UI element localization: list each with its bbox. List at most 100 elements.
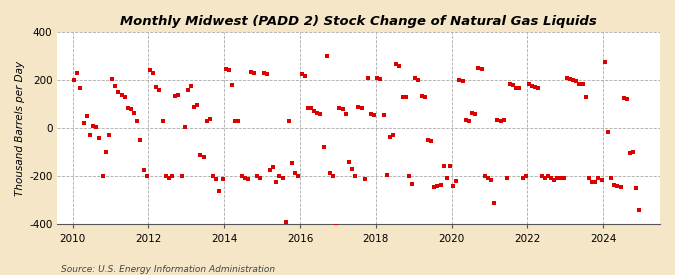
Point — [69, 78, 80, 82]
Point — [552, 175, 563, 180]
Point — [223, 68, 234, 73]
Point — [132, 119, 142, 123]
Point — [233, 119, 244, 123]
Point — [517, 175, 528, 180]
Point — [423, 138, 433, 142]
Point — [287, 161, 298, 165]
Point — [230, 119, 240, 123]
Point — [603, 130, 614, 134]
Point — [110, 84, 121, 88]
Point — [103, 133, 114, 138]
Point — [526, 84, 537, 88]
Point — [198, 155, 209, 159]
Point — [72, 71, 83, 75]
Point — [596, 178, 607, 182]
Point — [508, 83, 518, 87]
Point — [82, 114, 92, 118]
Point — [192, 103, 202, 108]
Point — [413, 78, 424, 82]
Point — [406, 181, 417, 186]
Point — [438, 163, 449, 168]
Point — [331, 224, 342, 228]
Point — [135, 138, 146, 142]
Point — [271, 180, 281, 185]
Point — [205, 116, 215, 121]
Point — [122, 106, 133, 110]
Point — [454, 78, 465, 82]
Point — [387, 133, 398, 138]
Point — [176, 174, 187, 178]
Point — [97, 174, 108, 178]
Point — [75, 86, 86, 91]
Point — [445, 163, 456, 168]
Point — [549, 178, 560, 182]
Point — [236, 174, 247, 178]
Point — [618, 96, 629, 100]
Point — [180, 125, 190, 129]
Point — [318, 145, 329, 150]
Point — [138, 168, 149, 172]
Title: Monthly Midwest (PADD 2) Stock Change of Natural Gas Liquids: Monthly Midwest (PADD 2) Stock Change of… — [120, 15, 597, 28]
Point — [280, 220, 291, 224]
Point — [217, 177, 228, 181]
Point — [577, 81, 588, 86]
Point — [369, 113, 379, 117]
Point — [214, 189, 225, 193]
Point — [170, 94, 181, 98]
Point — [186, 84, 196, 88]
Point — [605, 175, 616, 180]
Point — [277, 175, 288, 180]
Point — [432, 184, 443, 188]
Point — [470, 112, 481, 116]
Point — [502, 175, 512, 180]
Point — [464, 119, 475, 123]
Point — [259, 71, 269, 75]
Point — [227, 83, 238, 87]
Point — [473, 66, 484, 70]
Point — [274, 174, 285, 178]
Point — [435, 183, 446, 187]
Point — [599, 60, 610, 64]
Point — [366, 112, 377, 116]
Point — [325, 170, 335, 175]
Point — [410, 75, 421, 80]
Y-axis label: Thousand Barrels per Day: Thousand Barrels per Day — [15, 61, 25, 196]
Point — [107, 77, 117, 81]
Point — [211, 177, 221, 181]
Point — [564, 77, 575, 81]
Point — [574, 81, 585, 86]
Point — [397, 95, 408, 99]
Point — [460, 118, 471, 122]
Point — [622, 97, 632, 101]
Point — [141, 174, 152, 178]
Point — [353, 104, 364, 109]
Point — [514, 86, 525, 91]
Point — [590, 180, 601, 185]
Point — [498, 118, 509, 122]
Point — [416, 94, 427, 98]
Point — [249, 71, 260, 75]
Point — [126, 107, 136, 111]
Point — [261, 72, 272, 76]
Point — [129, 110, 140, 115]
Point — [242, 177, 253, 181]
Point — [593, 175, 604, 180]
Point — [562, 75, 572, 80]
Point — [609, 183, 620, 187]
Point — [334, 106, 345, 110]
Point — [378, 113, 389, 117]
Point — [302, 106, 313, 110]
Point — [520, 174, 531, 178]
Point — [299, 74, 310, 79]
Point — [201, 119, 212, 123]
Point — [372, 75, 383, 80]
Point — [441, 175, 452, 180]
Point — [391, 62, 402, 67]
Point — [492, 118, 503, 122]
Point — [94, 136, 105, 140]
Point — [91, 125, 102, 129]
Point — [101, 150, 111, 155]
Point — [78, 121, 89, 126]
Point — [505, 81, 516, 86]
Point — [457, 79, 468, 84]
